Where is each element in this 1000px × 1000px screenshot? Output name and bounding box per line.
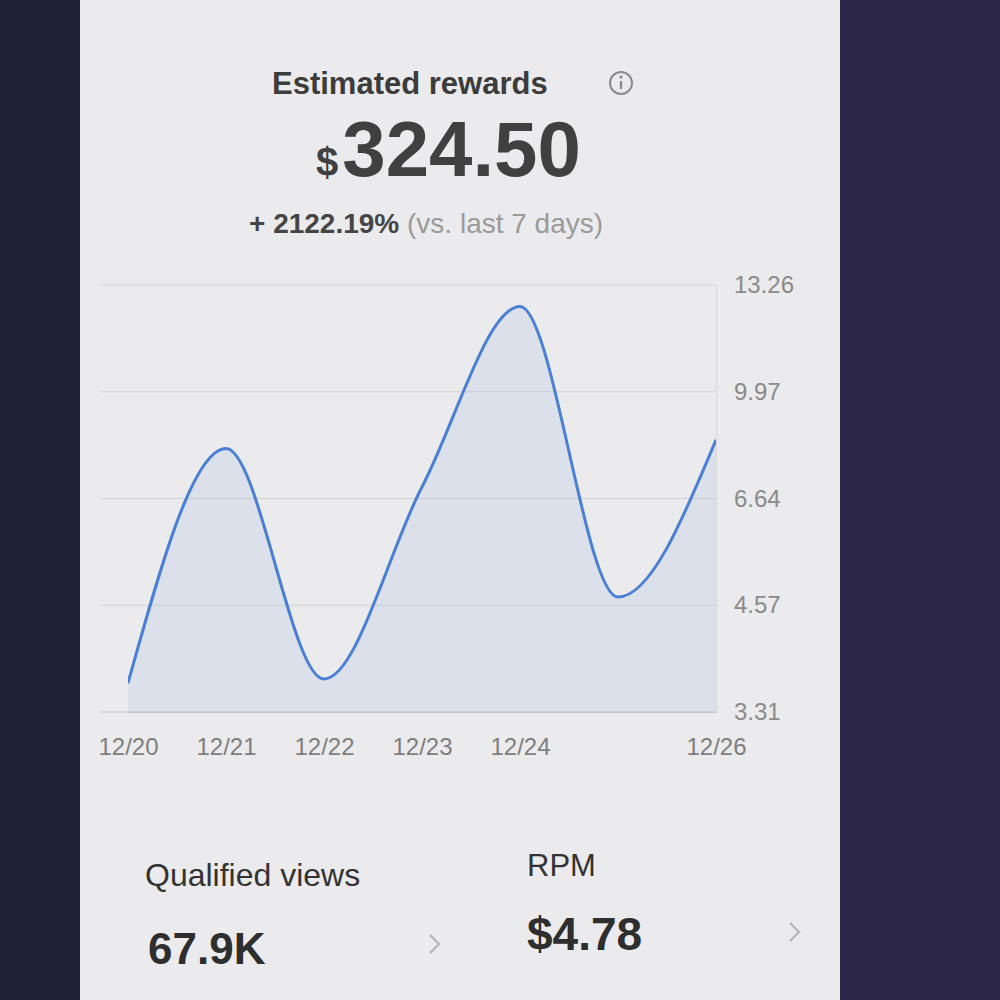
y-tick: 13.26 <box>734 271 794 298</box>
x-tick: 12/24 <box>490 733 550 760</box>
x-axis: 12/20 12/21 12/22 12/23 12/24 12/26 <box>98 713 746 761</box>
x-tick: 12/20 <box>98 733 158 760</box>
y-tick: 6.64 <box>734 485 781 512</box>
info-icon-dot <box>619 75 622 78</box>
info-icon-stem <box>620 81 622 89</box>
chevron <box>790 923 799 941</box>
x-tick-label: 12/22 <box>294 733 354 760</box>
screen-background <box>0 0 1000 1000</box>
y-tick-label: 9.97 <box>734 378 781 405</box>
plot-area <box>128 306 716 712</box>
stat-value: $4.78 <box>527 908 642 960</box>
line-area <box>128 306 716 712</box>
x-tick: 12/23 <box>392 733 452 760</box>
y-tick-label: 4.57 <box>734 591 781 618</box>
grid-line <box>100 391 716 392</box>
y-tick-label: 13.26 <box>734 271 794 298</box>
x-tick: 12/26 <box>686 733 746 760</box>
subtitle: + 2122.19% (vs. last 7 days) <box>249 208 603 239</box>
stat-label: RPM <box>527 848 596 883</box>
x-axis-line <box>129 712 717 713</box>
grid <box>100 285 716 712</box>
y-tick: 9.97 <box>734 378 781 405</box>
x-tick-label: 12/23 <box>392 733 452 760</box>
panel <box>80 0 840 1000</box>
x-tick-label: 12/24 <box>490 733 550 760</box>
y-axis-line <box>716 286 717 713</box>
chart-root: Estimated rewards $324.50 + 2122.19% (vs. … <box>0 0 1000 1000</box>
x-tick: 12/21 <box>196 733 256 760</box>
line-series <box>128 306 716 683</box>
y-tick-label: 6.64 <box>734 485 781 512</box>
grid-line <box>100 284 716 285</box>
x-tick-label: 12/20 <box>98 733 158 760</box>
side-background <box>840 0 1000 1000</box>
info-icon-ring <box>610 72 632 94</box>
y-tick: 4.57 <box>734 591 781 618</box>
title: Estimated rewards <box>272 66 548 101</box>
x-tick-label: 12/21 <box>196 733 256 760</box>
stat-label: Qualified views <box>145 857 360 893</box>
y-axis: 3.31 4.57 6.64 9.97 13.26 <box>717 271 795 725</box>
x-tick-label: 12/26 <box>686 733 746 760</box>
x-tick: 12/22 <box>294 733 354 760</box>
stat-value: 67.9K <box>148 924 266 973</box>
info-icon <box>610 72 632 94</box>
headline-value: $324.50 <box>316 105 581 193</box>
chevron <box>430 935 439 953</box>
y-tick: 3.31 <box>734 698 781 725</box>
y-tick-label: 3.31 <box>734 698 781 725</box>
